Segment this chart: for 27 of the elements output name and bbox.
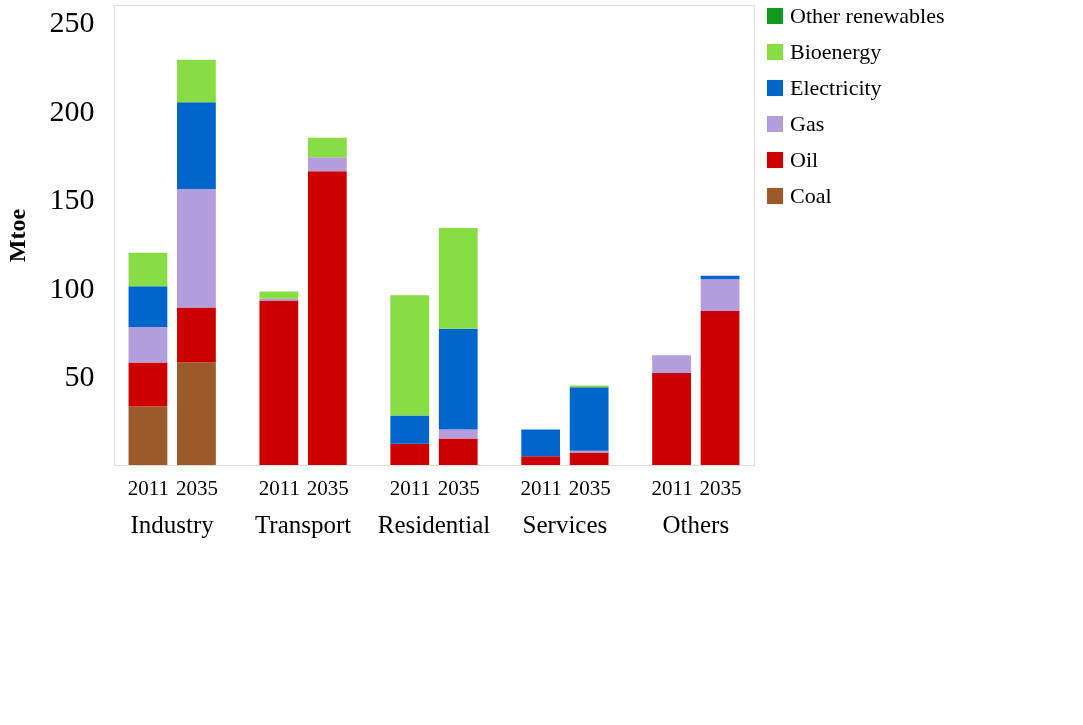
x-tick-label: 2035: [306, 475, 349, 500]
text: Others: [662, 511, 730, 538]
legend-label: Electricity: [790, 75, 882, 100]
legend-label: Bioenergy: [790, 39, 882, 64]
legend-label: Gas: [790, 111, 825, 136]
x-tick-label: 2011: [520, 475, 562, 500]
legend-label: Oil: [790, 147, 819, 172]
y-tick-label: 50: [64, 359, 95, 393]
legend-label: Other renewables: [790, 3, 945, 28]
y-tick-label: 250: [49, 5, 95, 39]
x-tick-label: 2011: [127, 475, 170, 500]
x-tick-label: 2011: [258, 475, 300, 500]
x-tick-label: 2035: [699, 475, 742, 500]
text: Industry: [130, 511, 215, 538]
legend-label: Coal: [790, 183, 832, 208]
y-tick-label: 200: [49, 93, 95, 127]
text: Services: [522, 511, 608, 538]
y-tick-label: 150: [49, 182, 95, 216]
x-tick-label: 2011: [389, 475, 431, 500]
y-axis-title: Mtoe: [3, 208, 30, 263]
text: Transport: [254, 511, 352, 538]
x-tick-label: 2035: [568, 475, 611, 500]
x-tick-label: 2035: [437, 475, 480, 500]
text: Residential: [377, 511, 491, 538]
y-tick-label: 100: [49, 270, 95, 304]
x-tick-label: 2011: [651, 475, 693, 500]
x-tick-label: 2035: [175, 475, 218, 500]
